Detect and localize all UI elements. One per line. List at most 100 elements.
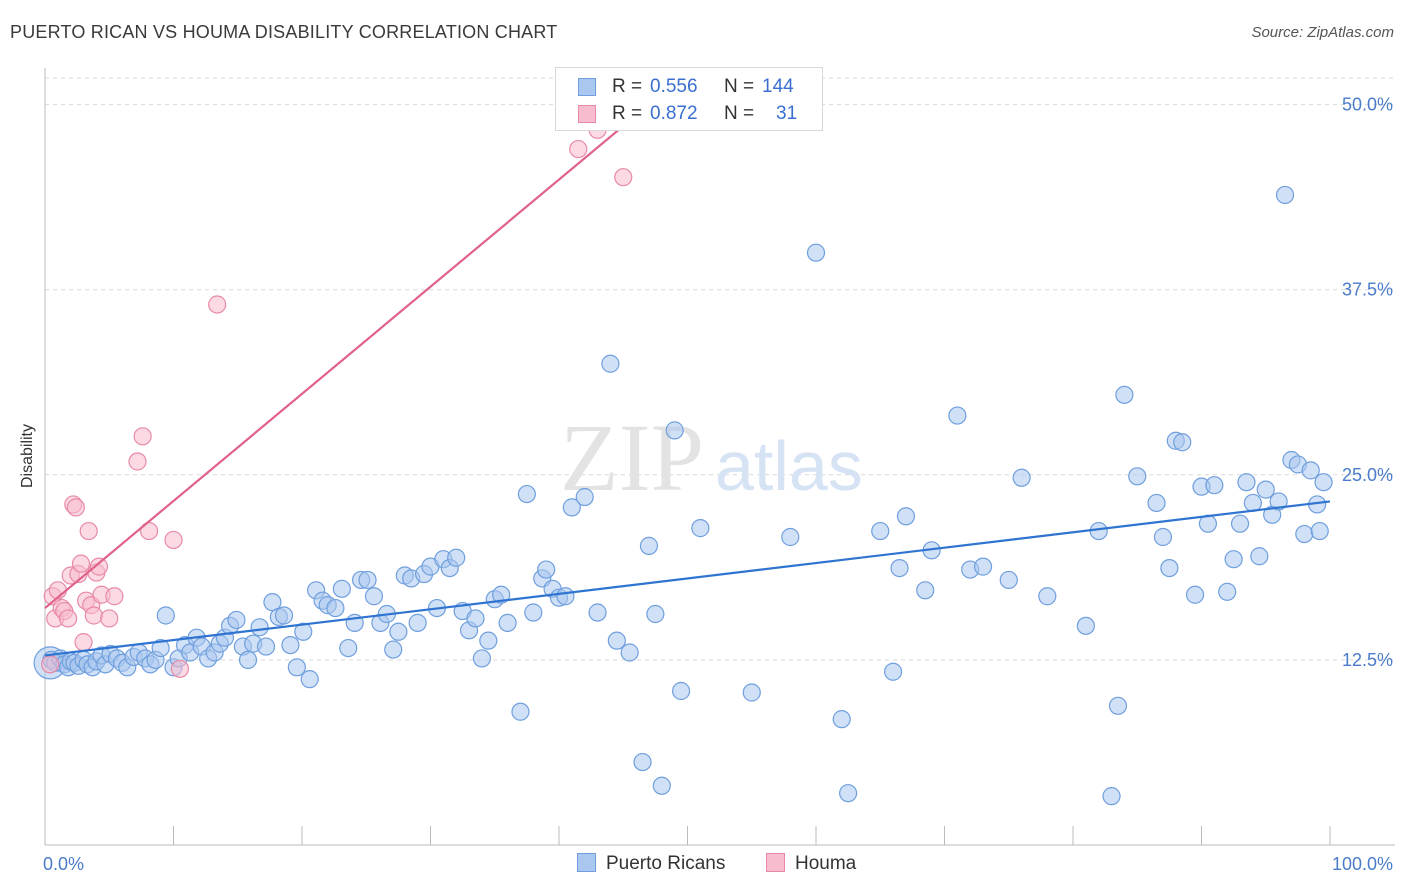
r-label: R = [612,76,643,97]
puerto-ricans-point [601,354,620,373]
puerto-ricans-point [498,613,517,632]
puerto-ricans-legend-label: Puerto Ricans [606,853,726,874]
houma-legend-swatch [766,853,785,872]
houma-point [105,587,124,606]
puerto-ricans-point [151,638,170,658]
puerto-ricans-point [227,610,246,630]
puerto-ricans-point [948,406,967,425]
puerto-ricans-point [1076,616,1095,635]
puerto-ricans-point [492,585,511,604]
puerto-ricans-point [1224,550,1243,569]
puerto-ricans-point [1314,473,1333,492]
puerto-ricans-point [1128,467,1147,486]
houma-point [74,633,93,652]
puerto-ricans-legend-swatch [577,853,596,872]
puerto-ricans-point [364,587,384,606]
houma-point [614,168,633,187]
houma-point [100,609,119,628]
chart-title: PUERTO RICAN VS HOUMA DISABILITY CORRELA… [10,22,558,42]
puerto-ricans-point [466,609,485,628]
tick-labels: 12.5% 25.0% 37.5% 50.0% 0.0% 100.0% [43,95,1393,874]
puerto-ricans-point [691,519,710,538]
houma-point [41,655,60,674]
n-value: 31 [776,103,798,124]
puerto-ricans-point [1250,547,1269,566]
puerto-ricans-point [524,603,543,622]
puerto-ricans-point [1185,585,1205,604]
puerto-ricans-point [890,558,909,578]
n-value: 144 [762,76,794,97]
puerto-ricans-point [389,622,408,641]
trend-lines [44,103,1331,657]
puerto-ricans-point [781,527,800,547]
x-tick-label: 0.0% [43,854,84,874]
r-value: 0.872 [650,103,698,124]
puerto-ricans-point [1160,558,1179,578]
puerto-ricans-point [973,557,993,576]
puerto-ricans-point [999,570,1018,590]
y-tick-label: 37.5% [1342,280,1393,300]
puerto-ricans-swatch [578,78,596,96]
n-label: N = [724,76,755,97]
puerto-ricans-point [517,484,536,504]
puerto-ricans-point [639,536,659,555]
houma-legend-label: Houma [795,853,857,874]
puerto-ricans-point [511,702,530,721]
puerto-ricans-point [1237,473,1256,492]
puerto-ricans-point [408,613,427,632]
houma-point [59,609,78,628]
puerto-ricans-point [562,498,581,517]
y-tick-label: 12.5% [1342,650,1393,670]
puerto-ricans-point [1102,787,1121,806]
puerto-ricans-point [575,487,594,507]
puerto-ricans-point [1218,582,1237,601]
y-tick-label: 25.0% [1342,465,1393,485]
houma-point [66,498,85,517]
y-tick-label: 50.0% [1342,95,1393,115]
puerto-ricans-point [556,587,575,606]
puerto-ricans-point [1310,521,1329,541]
puerto-ricans-point [358,570,377,590]
houma-trendline [44,103,650,609]
puerto-ricans-point [883,662,903,681]
puerto-ricans-point [287,658,306,677]
puerto-ricans-point [238,650,258,670]
puerto-ricans-point [326,598,345,618]
puerto-ricans-point [300,670,319,689]
puerto-ricans-point [294,622,313,641]
puerto-ricans-point [537,560,556,579]
puerto-ricans-point [1038,587,1057,606]
source-label: Source: ZipAtlas.com [1251,24,1394,41]
houma-point [569,139,588,159]
puerto-ricans-point [871,521,890,541]
puerto-ricans-point [832,710,851,729]
puerto-ricans-point [896,507,916,526]
puerto-ricans-point [332,579,351,598]
puerto-ricans-point [1275,185,1295,205]
puerto-ricans-point [447,548,466,567]
stats-legend: R = 0.556 N = 144 R = 0.872 N = 31 [555,67,823,131]
puerto-ricans-point [1295,524,1314,544]
puerto-ricans-point [1012,468,1031,487]
n-label: N = [724,103,755,124]
puerto-ricans-point [620,643,639,662]
houma-point [128,452,147,471]
puerto-ricans-point [1115,385,1134,404]
puerto-ricans-point [1301,461,1320,480]
puerto-ricans-point [250,618,269,637]
r-value: 0.556 [650,76,698,97]
houma-point [84,606,103,625]
axes [44,68,1395,846]
puerto-ricans-point [1269,492,1288,511]
houma-point [208,295,227,314]
puerto-ricans-point [1230,514,1250,533]
x-tick-label: 100.0% [1332,854,1393,874]
puerto-ricans-point [1108,696,1128,715]
puerto-ricans-point [1147,493,1166,513]
puerto-ricans-point [806,243,826,262]
puerto-ricans-point [671,681,691,701]
puerto-ricans-point [1256,480,1275,499]
houma-point [164,530,183,550]
houma-swatch [578,105,596,123]
